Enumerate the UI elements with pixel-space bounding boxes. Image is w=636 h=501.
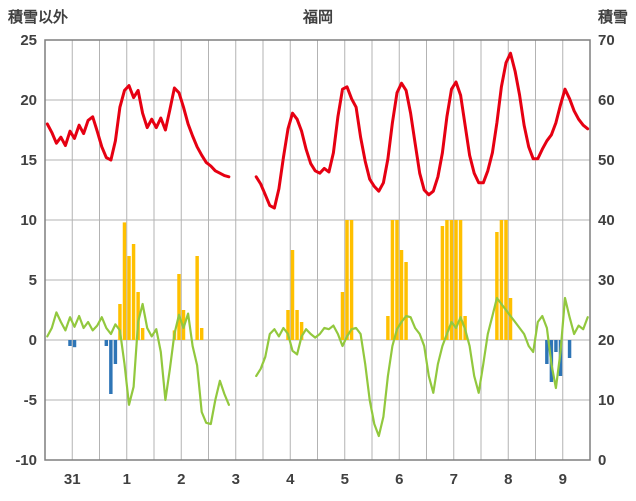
- svg-text:5: 5: [341, 471, 349, 488]
- svg-text:4: 4: [286, 471, 295, 488]
- svg-text:50: 50: [598, 152, 615, 169]
- svg-text:-10: -10: [15, 452, 37, 469]
- svg-text:10: 10: [598, 392, 615, 409]
- svg-text:60: 60: [598, 92, 615, 109]
- svg-text:15: 15: [20, 152, 37, 169]
- svg-text:10: 10: [20, 212, 37, 229]
- svg-text:25: 25: [20, 32, 37, 49]
- svg-text:31: 31: [64, 471, 81, 488]
- svg-text:2: 2: [177, 471, 185, 488]
- left-axis-title: 積雪以外: [8, 9, 69, 26]
- svg-text:8: 8: [504, 471, 512, 488]
- svg-text:3: 3: [232, 471, 240, 488]
- right-axis-title: 積雪: [597, 9, 628, 26]
- svg-text:20: 20: [20, 92, 37, 109]
- svg-text:30: 30: [598, 272, 615, 289]
- svg-text:0: 0: [598, 452, 606, 469]
- svg-text:5: 5: [29, 272, 37, 289]
- svg-text:7: 7: [450, 471, 458, 488]
- svg-text:20: 20: [598, 332, 615, 349]
- svg-text:1: 1: [123, 471, 131, 488]
- svg-text:40: 40: [598, 212, 615, 229]
- svg-text:0: 0: [29, 332, 37, 349]
- svg-text:9: 9: [559, 471, 567, 488]
- svg-text:70: 70: [598, 32, 615, 49]
- svg-text:6: 6: [395, 471, 403, 488]
- chart-title: 福岡: [302, 9, 333, 26]
- svg-text:-5: -5: [24, 392, 37, 409]
